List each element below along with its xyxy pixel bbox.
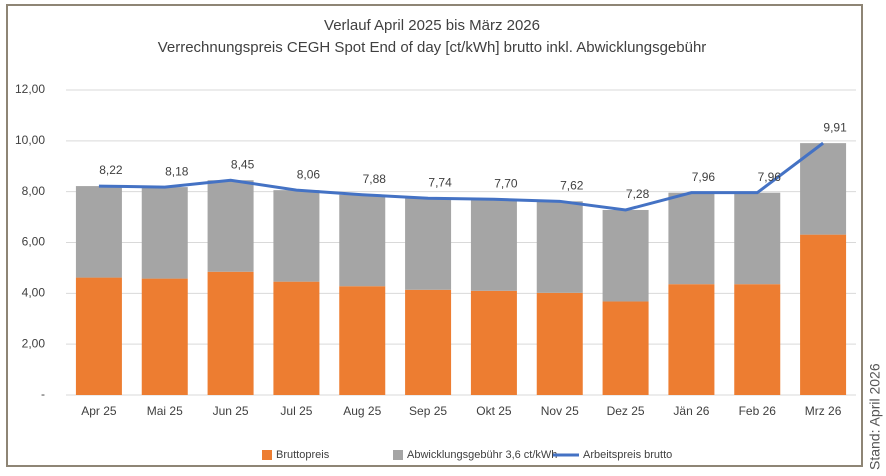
legend-swatch [393,450,403,460]
bar [668,192,715,285]
x-tick-label: Okt 25 [476,404,512,418]
bar [207,271,254,395]
data-label: 7,28 [626,187,650,201]
x-tick-label: Jän 26 [673,404,709,418]
y-tick-label: 12,00 [15,82,45,96]
data-label: 8,45 [231,157,255,171]
y-tick-label: 6,00 [22,235,46,249]
data-label: 8,06 [297,167,321,181]
bar [405,198,452,290]
bar [207,180,254,272]
chart-subtitle: Verrechnungspreis CEGH Spot End of day [… [158,39,707,56]
y-tick-label: 4,00 [22,286,46,300]
bar [470,199,517,291]
bar [668,284,715,395]
bar [75,186,122,278]
bar [800,143,847,235]
bar [470,290,517,395]
y-tick-label: 10,00 [15,133,45,147]
bar [141,187,188,279]
bar [75,277,122,395]
y-tick-label: 2,00 [22,336,46,350]
x-tick-label: Nov 25 [541,404,579,418]
data-label: 7,70 [494,176,518,190]
y-tick-label: - [41,387,45,401]
data-label: 7,96 [692,170,716,184]
legend-label: Abwicklungsgebühr 3,6 ct/kWh [407,449,557,461]
bar [141,278,188,395]
bar [602,301,649,395]
x-tick-label: Jul 25 [280,404,312,418]
legend-label: Arbeitspreis brutto [583,449,672,461]
bar [602,209,649,302]
data-label: 9,91 [823,120,847,134]
data-label: 7,74 [428,175,452,189]
bar [734,192,781,285]
data-label: 8,18 [165,164,189,178]
data-label: 8,22 [99,163,123,177]
bar [800,234,847,395]
x-tick-label: Dez 25 [607,404,645,418]
data-label: 7,88 [363,172,387,186]
bar [339,286,386,395]
bar [273,281,320,395]
x-tick-label: Sep 25 [409,404,447,418]
side-note: Stand: April 2026 [867,363,883,470]
x-tick-label: Mrz 26 [805,404,842,418]
bar [536,292,583,395]
chart-title: Verlauf April 2025 bis März 2026 [324,17,540,34]
data-label: 7,62 [560,178,584,192]
x-tick-label: Mai 25 [147,404,183,418]
y-tick-label: 8,00 [22,184,46,198]
legend-label: Bruttopreis [276,449,330,461]
x-tick-label: Feb 26 [739,404,777,418]
line [98,141,824,212]
bar [273,190,320,282]
x-tick-label: Jun 25 [213,404,249,418]
x-tick-label: Apr 25 [81,404,117,418]
legend-swatch [262,450,272,460]
data-label: 7,96 [758,170,782,184]
bar [734,284,781,395]
bar [405,289,452,395]
bar [339,194,386,287]
x-tick-label: Aug 25 [343,404,381,418]
bar [536,201,583,293]
